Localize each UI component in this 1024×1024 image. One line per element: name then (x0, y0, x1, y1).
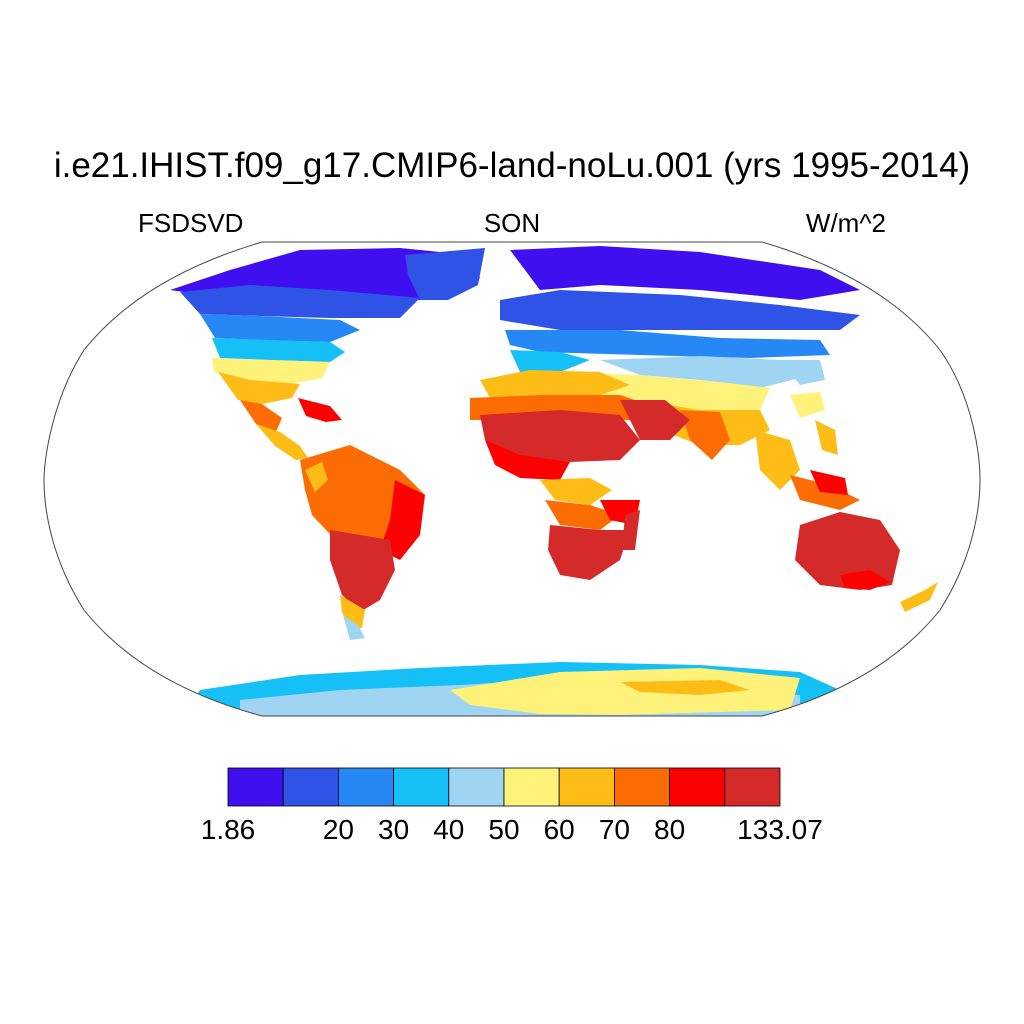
colorbar-tick-label: 80 (654, 814, 686, 845)
antarctica (180, 662, 840, 716)
colorbar-tick-label: 20 (322, 814, 354, 845)
colorbar-swatch (337, 767, 394, 807)
colorbar-swatch (724, 767, 781, 807)
europe (500, 246, 860, 388)
colorbar-swatch (282, 767, 339, 807)
variable-label: FSDSVD (138, 208, 244, 238)
colorbar-tick-label: 30 (378, 814, 410, 845)
colorbar-swatch (227, 767, 284, 807)
colorbar-swatch (503, 767, 560, 807)
colorbar-tick-label: 60 (543, 814, 575, 845)
south-america (300, 445, 425, 640)
colorbar-swatch (393, 767, 450, 807)
colorbar-tick-label: 40 (433, 814, 465, 845)
greenland (405, 248, 485, 300)
australia (795, 512, 938, 612)
colorbar-tick-label: 1.86 (200, 814, 256, 845)
colorbar-swatch (669, 767, 726, 807)
land-field (170, 246, 938, 716)
colorbar-swatch (448, 767, 505, 807)
colorbar-tick-label: 70 (598, 814, 630, 845)
north-america (170, 248, 480, 460)
colorbar-tick-label: 133.07 (737, 814, 823, 845)
map-outline (43, 241, 981, 717)
plot-title: i.e21.IHIST.f09_g17.CMIP6-land-noLu.001 … (53, 146, 971, 185)
colorbar-tick-label: 50 (488, 814, 520, 845)
colorbar-swatch (558, 767, 615, 807)
season-label: SON (483, 208, 541, 238)
africa (470, 370, 690, 580)
units-label: W/m^2 (805, 208, 886, 238)
colorbar (227, 767, 781, 807)
colorbar-swatch (614, 767, 671, 807)
